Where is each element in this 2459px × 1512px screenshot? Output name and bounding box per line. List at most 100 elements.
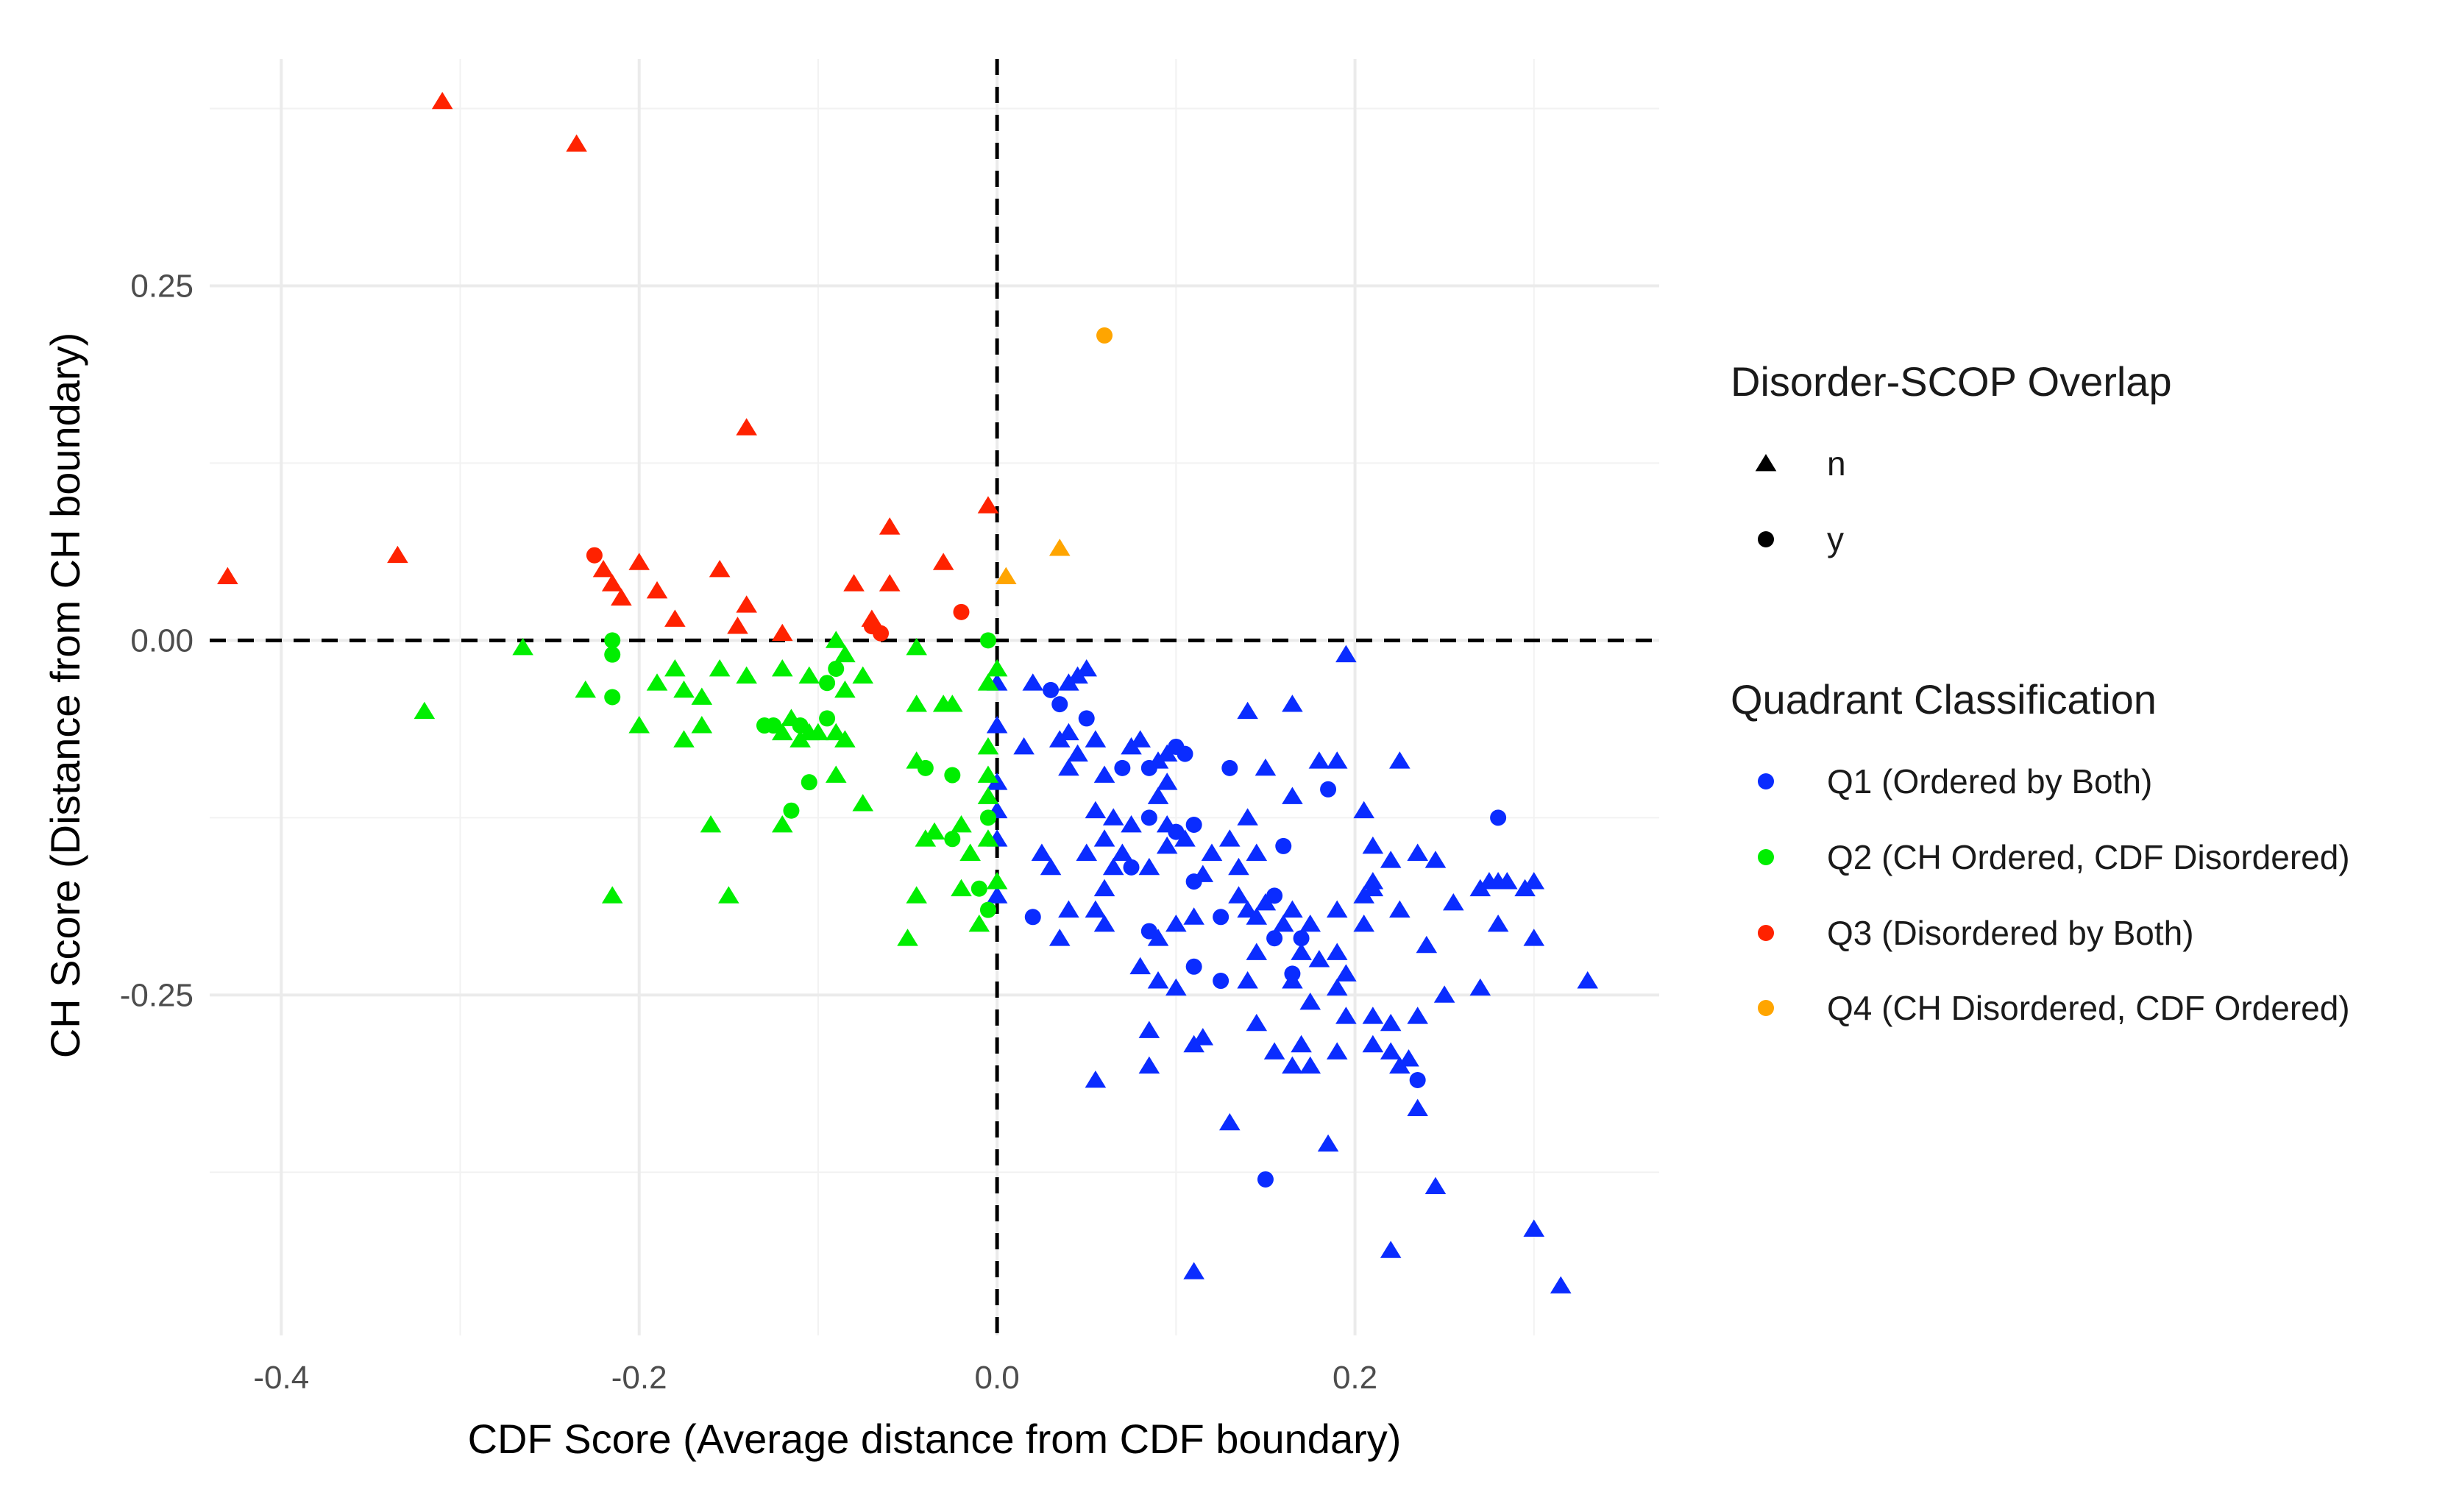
point-q1-triangle [1040,857,1062,876]
point-q1-circle [1266,887,1283,904]
point-q2-triangle [915,829,937,847]
point-q1-triangle [1067,744,1088,762]
point-q1-triangle [1246,1013,1268,1032]
point-q3-triangle [861,609,883,627]
point-q1-triangle [1112,843,1133,861]
point-q1-triangle [1085,1071,1107,1088]
point-q2-circle [604,632,621,649]
point-q1-circle [1078,710,1095,727]
point-q1-triangle [1031,843,1053,861]
point-q1-triangle [1433,985,1455,1003]
point-q2-triangle [691,687,713,705]
point-q2-triangle [700,815,722,833]
point-q1-triangle [1121,815,1142,833]
point-q1-triangle [1416,935,1438,954]
point-q1-triangle [1362,1034,1384,1053]
point-q1-triangle [1102,857,1124,876]
point-q1-triangle [1407,843,1428,861]
point-q1-circle [1140,923,1157,940]
point-q3-triangle [727,617,748,634]
x-tick-label: -0.2 [611,1360,667,1396]
point-q1-circle [1221,759,1238,776]
point-q2-circle [917,759,934,776]
point-q1-triangle [1407,1098,1428,1116]
point-q1-triangle [1085,801,1107,819]
point-q1-triangle [1093,879,1115,897]
point-q1-triangle [1326,943,1348,960]
point-q2-triangle [673,730,695,748]
point-q2-triangle [986,872,1008,890]
legend: Disorder-SCOP Overlap ny Quadrant Classi… [1731,358,2350,1027]
point-q1-triangle [1523,929,1545,946]
legend-triangle-icon [1755,454,1777,472]
point-q2-triangle [825,723,847,741]
point-q2-circle [783,802,800,819]
point-q1-circle [1266,930,1283,947]
point-q2-triangle [986,659,1008,677]
point-q1-triangle [1380,1042,1402,1060]
point-q3-circle [586,547,603,564]
point-q2-triangle [673,680,695,698]
point-q2-triangle [906,695,927,712]
point-q3-triangle [977,496,999,514]
point-q3-triangle [601,574,623,592]
point-q1-circle [1490,809,1507,826]
point-q1-circle [1140,809,1157,826]
point-q3-triangle [932,553,954,570]
point-q1-triangle [1263,1042,1285,1060]
legend-color-swatch [1758,925,1774,941]
point-q1-triangle [1496,872,1518,890]
point-q1-triangle [1577,971,1599,989]
point-q1-triangle [1523,872,1545,890]
point-q1-triangle [1487,914,1509,932]
point-q1-triangle [1550,1276,1572,1293]
point-q1-triangle [1147,787,1169,804]
legend-shape-entries: ny [1755,444,1846,558]
point-q1-circle [1275,837,1292,854]
point-q1-circle [1409,1072,1426,1088]
point-q2-triangle [512,638,533,656]
point-q2-triangle [771,659,793,677]
y-axis-title: CH Score (Distance from CH boundary) [42,333,88,1059]
data-points [217,91,1599,1293]
point-q2-triangle [646,673,668,691]
point-q1-triangle [1469,978,1491,996]
point-q2-triangle [414,701,436,720]
point-q1-triangle [1389,751,1411,769]
point-q1-triangle [1282,900,1303,918]
point-q1-triangle [1192,865,1214,882]
point-q1-triangle [1407,1007,1428,1024]
point-q1-triangle [1129,730,1151,748]
point-q4-triangle [995,567,1017,585]
point-q1-circle [1024,909,1041,926]
point-q1-triangle [1246,907,1268,925]
point-q1-triangle [1282,971,1303,989]
point-q1-triangle [1299,992,1321,1010]
point-q1-triangle [1353,914,1375,932]
point-q3-triangle [217,567,238,585]
point-q1-triangle [1228,857,1249,876]
point-q1-triangle [1237,971,1258,989]
point-q1-triangle [1058,758,1079,776]
y-tick-label: -0.25 [120,977,194,1013]
point-q1-triangle [986,716,1008,734]
legend-shape-title: Disorder-SCOP Overlap [1731,358,2172,405]
point-q2-triangle [781,709,802,726]
point-q1-circle [1213,973,1230,990]
point-q2-triangle [771,815,793,833]
point-q1-triangle [1156,744,1178,762]
point-q3-circle [873,625,890,642]
point-q2-triangle [906,638,927,656]
point-q1-triangle [1335,645,1357,663]
point-q1-triangle [1335,1007,1357,1024]
point-q1-triangle [1174,829,1196,847]
point-q2-circle [819,675,836,692]
legend-shape-label: y [1827,520,1844,558]
y-tick-label: 0.00 [130,622,194,659]
point-q2-circle [819,710,836,727]
tick-labels: -0.4 -0.2 0.0 0.2 -0.25 0.00 0.25 [120,268,1377,1396]
point-q1-triangle [1237,701,1258,720]
point-q4-triangle [1048,539,1071,556]
point-q2-circle [979,632,996,649]
